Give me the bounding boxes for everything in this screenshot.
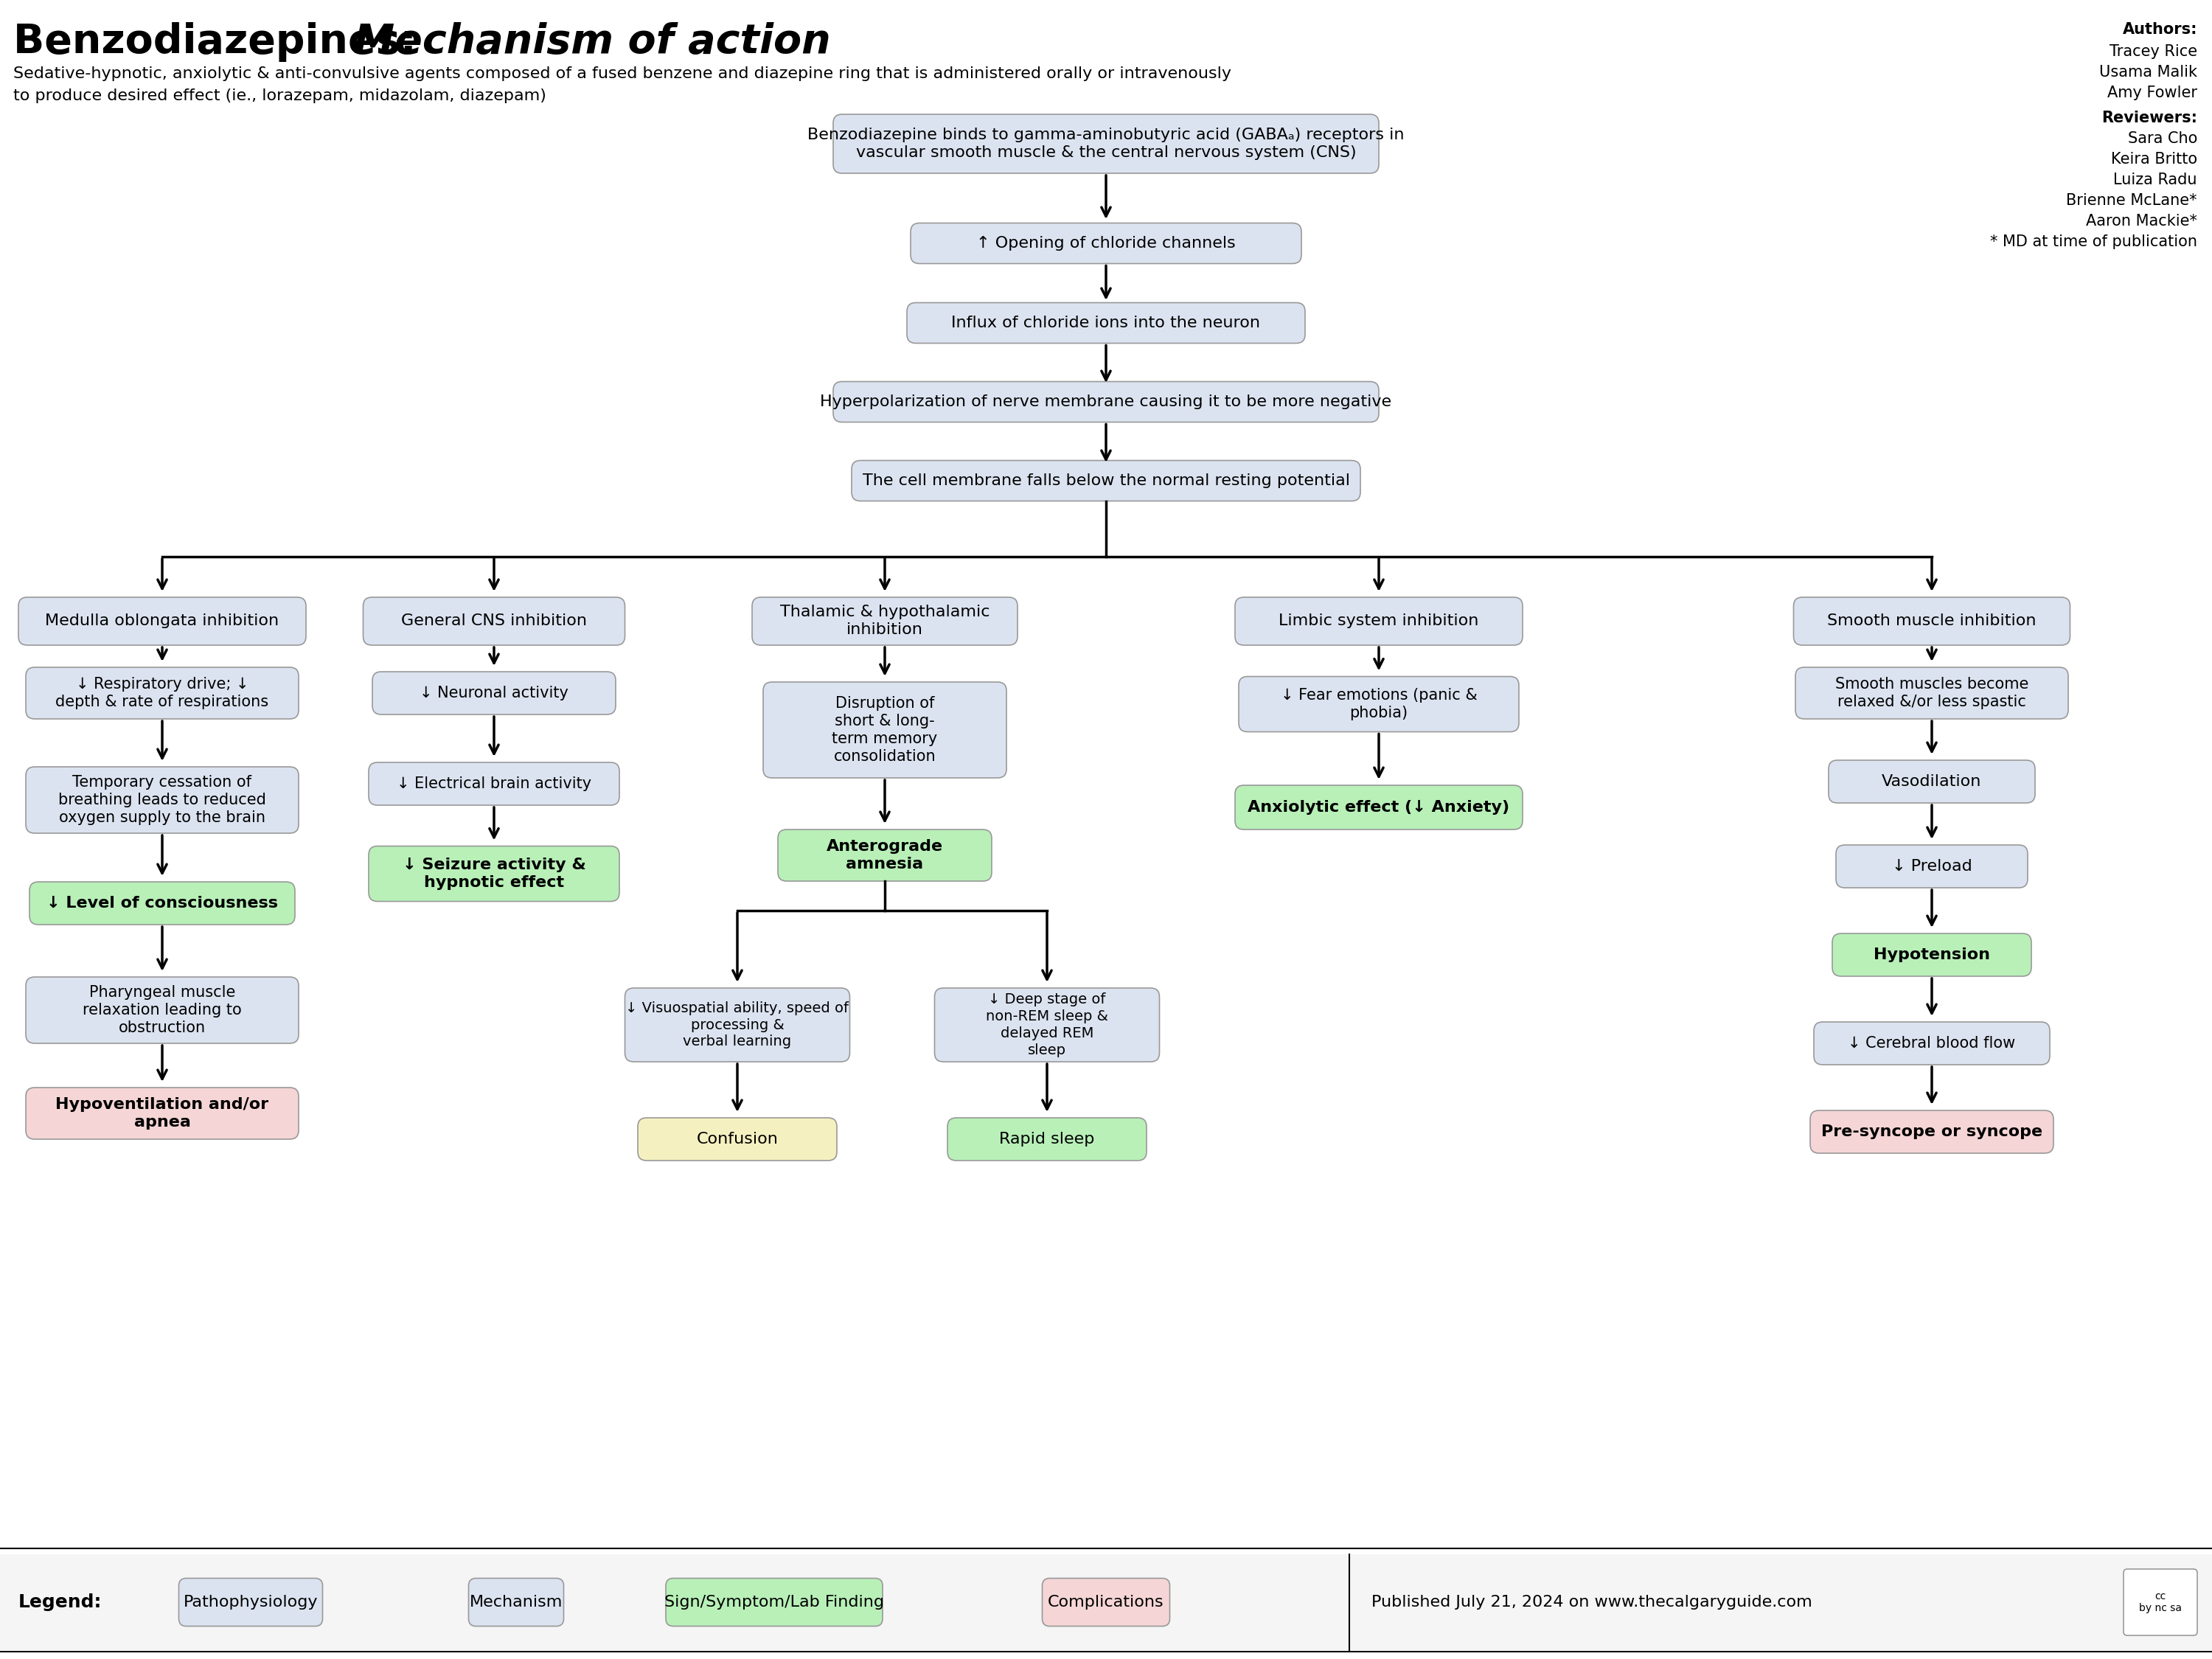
Text: The cell membrane falls below the normal resting potential: The cell membrane falls below the normal…	[863, 473, 1349, 488]
Text: Thalamic & hypothalamic
inhibition: Thalamic & hypothalamic inhibition	[781, 606, 989, 637]
Text: Mechanism: Mechanism	[469, 1594, 562, 1609]
FancyBboxPatch shape	[372, 672, 615, 715]
Text: Anterograde
amnesia: Anterograde amnesia	[827, 839, 942, 871]
Text: Vasodilation: Vasodilation	[1882, 775, 1982, 790]
Text: ↓ Seizure activity &
hypnotic effect: ↓ Seizure activity & hypnotic effect	[403, 858, 586, 889]
Text: ↓ Visuospatial ability, speed of
processing &
verbal learning: ↓ Visuospatial ability, speed of process…	[626, 1000, 849, 1048]
FancyBboxPatch shape	[1796, 667, 2068, 718]
Text: Sara Cho
Keira Britto
Luiza Radu
Brienne McLane*
Aaron Mackie*
* MD at time of p: Sara Cho Keira Britto Luiza Radu Brienne…	[1991, 131, 2197, 249]
FancyBboxPatch shape	[666, 1578, 883, 1626]
Text: Influx of chloride ions into the neuron: Influx of chloride ions into the neuron	[951, 315, 1261, 330]
FancyBboxPatch shape	[624, 989, 849, 1062]
FancyBboxPatch shape	[1829, 760, 2035, 803]
Text: Benzodiazepines:: Benzodiazepines:	[13, 22, 431, 61]
Text: Hypoventilation and/or
apnea: Hypoventilation and/or apnea	[55, 1097, 270, 1130]
Text: Sedative-hypnotic, anxiolytic & anti-convulsive agents composed of a fused benze: Sedative-hypnotic, anxiolytic & anti-con…	[13, 66, 1232, 81]
FancyBboxPatch shape	[834, 114, 1378, 173]
FancyBboxPatch shape	[1814, 1022, 2051, 1065]
FancyBboxPatch shape	[27, 766, 299, 833]
FancyBboxPatch shape	[469, 1578, 564, 1626]
FancyBboxPatch shape	[29, 883, 294, 924]
Text: cc
by nc sa: cc by nc sa	[2139, 1591, 2181, 1613]
Text: Confusion: Confusion	[697, 1131, 779, 1146]
FancyBboxPatch shape	[1234, 785, 1522, 830]
Text: Published July 21, 2024 on www.thecalgaryguide.com: Published July 21, 2024 on www.thecalgar…	[1371, 1594, 1812, 1609]
Text: to produce desired effect (ie., lorazepam, midazolam, diazepam): to produce desired effect (ie., lorazepa…	[13, 88, 546, 103]
Text: ↓ Cerebral blood flow: ↓ Cerebral blood flow	[1847, 1035, 2015, 1050]
Text: Hypotension: Hypotension	[1874, 947, 1991, 962]
Text: ↓ Preload: ↓ Preload	[1891, 859, 1971, 874]
FancyBboxPatch shape	[18, 597, 305, 645]
FancyBboxPatch shape	[179, 1578, 323, 1626]
FancyBboxPatch shape	[363, 597, 624, 645]
Text: Tracey Rice
Usama Malik
Amy Fowler: Tracey Rice Usama Malik Amy Fowler	[2099, 45, 2197, 100]
FancyBboxPatch shape	[27, 977, 299, 1044]
Text: ↓ Deep stage of
non-REM sleep &
delayed REM
sleep: ↓ Deep stage of non-REM sleep & delayed …	[987, 992, 1108, 1057]
FancyBboxPatch shape	[1809, 1110, 2053, 1153]
FancyBboxPatch shape	[1234, 597, 1522, 645]
Text: ↓ Electrical brain activity: ↓ Electrical brain activity	[396, 776, 591, 791]
Text: Legend:: Legend:	[18, 1593, 102, 1611]
Text: Reviewers:: Reviewers:	[2101, 111, 2197, 126]
FancyBboxPatch shape	[1239, 677, 1520, 732]
FancyBboxPatch shape	[834, 382, 1378, 421]
Text: Pathophysiology: Pathophysiology	[184, 1594, 319, 1609]
Text: ↓ Fear emotions (panic &
phobia): ↓ Fear emotions (panic & phobia)	[1281, 688, 1478, 720]
Text: Smooth muscles become
relaxed &/or less spastic: Smooth muscles become relaxed &/or less …	[1836, 677, 2028, 710]
FancyBboxPatch shape	[911, 222, 1301, 264]
FancyBboxPatch shape	[752, 597, 1018, 645]
FancyBboxPatch shape	[27, 667, 299, 718]
Text: Authors:: Authors:	[2124, 22, 2197, 36]
Text: Pre-syncope or syncope: Pre-syncope or syncope	[1820, 1125, 2042, 1140]
FancyBboxPatch shape	[1794, 597, 2070, 645]
FancyBboxPatch shape	[907, 302, 1305, 343]
Text: ↑ Opening of chloride channels: ↑ Opening of chloride channels	[975, 236, 1237, 251]
FancyBboxPatch shape	[2124, 1569, 2197, 1636]
FancyBboxPatch shape	[1832, 934, 2031, 975]
Text: Limbic system inhibition: Limbic system inhibition	[1279, 614, 1480, 629]
Text: Medulla oblongata inhibition: Medulla oblongata inhibition	[44, 614, 279, 629]
Text: Hyperpolarization of nerve membrane causing it to be more negative: Hyperpolarization of nerve membrane caus…	[821, 395, 1391, 410]
Text: ↓ Respiratory drive; ↓
depth & rate of respirations: ↓ Respiratory drive; ↓ depth & rate of r…	[55, 677, 270, 710]
FancyBboxPatch shape	[27, 1088, 299, 1140]
Text: General CNS inhibition: General CNS inhibition	[400, 614, 586, 629]
Text: Smooth muscle inhibition: Smooth muscle inhibition	[1827, 614, 2037, 629]
FancyBboxPatch shape	[1836, 844, 2028, 888]
Text: ↓ Neuronal activity: ↓ Neuronal activity	[420, 685, 568, 700]
Text: Disruption of
short & long-
term memory
consolidation: Disruption of short & long- term memory …	[832, 697, 938, 763]
Text: Anxiolytic effect (↓ Anxiety): Anxiolytic effect (↓ Anxiety)	[1248, 800, 1511, 815]
Text: Sign/Symptom/Lab Finding: Sign/Symptom/Lab Finding	[664, 1594, 885, 1609]
FancyBboxPatch shape	[637, 1118, 836, 1161]
FancyBboxPatch shape	[933, 989, 1159, 1062]
Text: Temporary cessation of
breathing leads to reduced
oxygen supply to the brain: Temporary cessation of breathing leads t…	[58, 775, 265, 825]
FancyBboxPatch shape	[369, 763, 619, 805]
FancyBboxPatch shape	[852, 461, 1360, 501]
Text: ↓ Level of consciousness: ↓ Level of consciousness	[46, 896, 279, 911]
Text: Mechanism of action: Mechanism of action	[354, 22, 832, 61]
Text: Benzodiazepine binds to gamma-aminobutyric acid (GABAₐ) receptors in
vascular sm: Benzodiazepine binds to gamma-aminobutyr…	[807, 128, 1405, 159]
FancyBboxPatch shape	[369, 846, 619, 901]
FancyBboxPatch shape	[779, 830, 991, 881]
Text: Pharyngeal muscle
relaxation leading to
obstruction: Pharyngeal muscle relaxation leading to …	[82, 985, 241, 1035]
Text: Rapid sleep: Rapid sleep	[1000, 1131, 1095, 1146]
FancyBboxPatch shape	[947, 1118, 1146, 1161]
FancyBboxPatch shape	[763, 682, 1006, 778]
FancyBboxPatch shape	[0, 1554, 2212, 1651]
Text: Complications: Complications	[1048, 1594, 1164, 1609]
FancyBboxPatch shape	[1042, 1578, 1170, 1626]
